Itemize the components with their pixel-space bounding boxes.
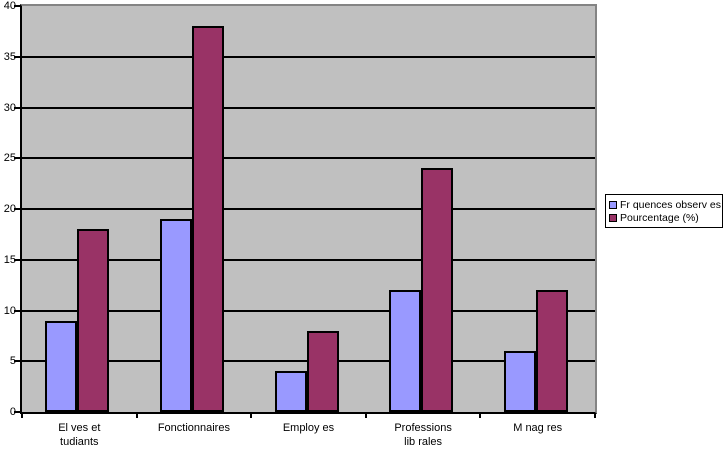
legend: Fr quences observ es Pourcentage (%)	[605, 194, 723, 228]
bar-series1-group4	[389, 290, 422, 412]
x-tick-mark-4	[479, 413, 482, 418]
x-tick-mark-0	[21, 413, 23, 418]
bar-series1-group3	[274, 371, 307, 412]
bar-series2-group4	[421, 168, 454, 412]
y-tick-label-0: 0	[9, 406, 16, 418]
y-tick-label-5: 5	[9, 355, 16, 368]
x-tick-mark-5	[594, 413, 596, 418]
x-category-label-3: Employ es	[282, 422, 335, 434]
y-tick-mark-10	[14, 309, 20, 312]
y-tick-label-10: 10	[3, 304, 16, 317]
gridline-35	[22, 55, 595, 58]
y-tick-mark-5	[14, 360, 20, 363]
bar-series1-group2	[159, 219, 192, 412]
gridline-25	[22, 157, 595, 160]
x-category-label-4: Professions lib rales	[394, 422, 452, 448]
y-tick-mark-15	[14, 258, 20, 261]
x-category-label-1: El ves et tudiants	[58, 422, 101, 448]
bar-series1-group1	[45, 320, 78, 412]
legend-label-frequences: Fr quences observ es	[620, 198, 721, 211]
y-tick-label-35: 35	[3, 50, 16, 63]
y-tick-mark-0	[14, 411, 20, 413]
bar-series2-group1	[77, 229, 110, 412]
y-tick-label-20: 20	[3, 203, 16, 215]
bar-series2-group3	[306, 330, 339, 412]
y-tick-mark-35	[14, 55, 20, 58]
gridline-10	[22, 309, 595, 312]
x-tick-mark-2	[250, 413, 253, 418]
plot-inner	[22, 6, 595, 412]
legend-item-frequences-observees: Fr quences observ es	[609, 198, 721, 211]
bar-series2-group5	[535, 290, 568, 412]
y-tick-label-30: 30	[3, 101, 16, 114]
bar-series2-group2	[191, 26, 224, 412]
legend-item-pourcentage: Pourcentage (%)	[609, 211, 720, 224]
y-tick-mark-40	[14, 5, 20, 7]
x-tick-mark-1	[135, 413, 138, 418]
gridline-15	[22, 258, 595, 261]
y-tick-label-40: 40	[3, 0, 16, 12]
legend-swatch-frequences-icon	[609, 200, 617, 209]
x-category-label-2: Fonctionnaires	[157, 422, 230, 434]
y-tick-mark-20	[14, 208, 20, 210]
y-tick-label-25: 25	[3, 152, 16, 165]
plot-area	[20, 4, 597, 414]
legend-swatch-pourcentage-icon	[609, 213, 617, 222]
legend-label-pourcentage: Pourcentage (%)	[620, 211, 699, 224]
x-tick-mark-3	[364, 413, 367, 418]
y-tick-label-15: 15	[3, 253, 16, 266]
y-tick-mark-30	[14, 106, 20, 109]
bar-series1-group5	[503, 351, 536, 412]
y-tick-mark-25	[14, 157, 20, 160]
gridline-20	[22, 208, 595, 210]
x-category-label-5: M nag res	[513, 422, 563, 434]
gridline-30	[22, 106, 595, 109]
